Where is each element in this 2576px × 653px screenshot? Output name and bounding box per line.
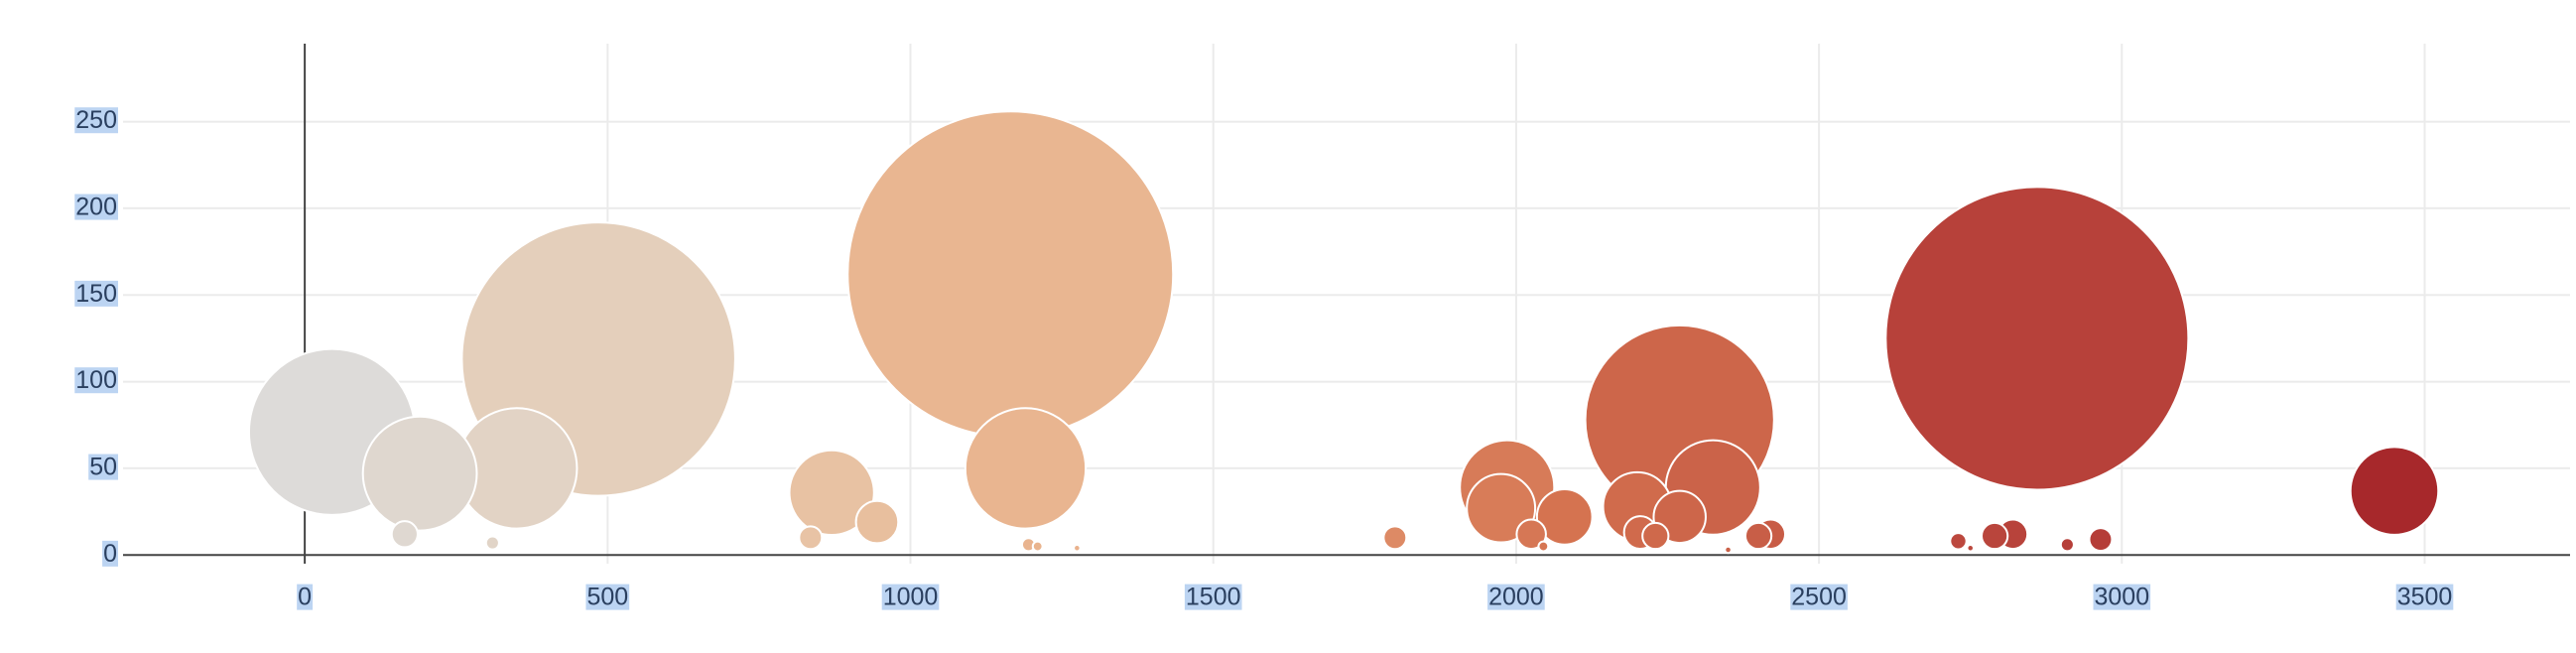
x-tick-label-2000-text: 2000 bbox=[1488, 584, 1544, 611]
y-tick-label-0-highlight bbox=[102, 540, 118, 567]
bubble-point-29[interactable] bbox=[1949, 532, 1968, 551]
bubble-point-18[interactable] bbox=[1535, 487, 1594, 546]
x-tick-label-1500-highlight bbox=[1184, 584, 1242, 610]
x-tick-label-2500-text: 2500 bbox=[1791, 584, 1847, 611]
x-tick-label-1500: 1500 bbox=[1184, 584, 1242, 611]
bubble-point-22[interactable] bbox=[1641, 521, 1670, 551]
y-tick-label-250-highlight bbox=[74, 107, 118, 134]
x-tick-label-3500-highlight bbox=[2395, 584, 2454, 610]
x-tick-label-500-highlight bbox=[585, 584, 630, 610]
y-tick-label-150: 150 bbox=[74, 280, 118, 308]
x-tick-label-0: 0 bbox=[297, 584, 314, 611]
y-tick-label-250-text: 250 bbox=[75, 106, 117, 134]
x-tick-label-2500-highlight bbox=[1790, 584, 1848, 610]
x-tick-label-3000: 3000 bbox=[2093, 584, 2151, 611]
y-tick-label-0: 0 bbox=[102, 540, 118, 568]
x-tick-label-500-text: 500 bbox=[586, 584, 628, 611]
bubble-point-31[interactable] bbox=[1981, 521, 2009, 551]
x-tick-label-0-highlight bbox=[297, 584, 314, 610]
bubble-point-17[interactable] bbox=[1515, 518, 1547, 551]
bubble-point-8[interactable] bbox=[798, 525, 824, 551]
x-tick-label-2000: 2000 bbox=[1487, 584, 1545, 611]
bubble-point-14[interactable] bbox=[1382, 525, 1408, 551]
x-tick-label-1000-highlight bbox=[881, 584, 940, 610]
y-tick-label-50-text: 50 bbox=[89, 454, 117, 481]
bubble-point-10[interactable] bbox=[964, 407, 1088, 530]
x-tick-label-3000-highlight bbox=[2093, 584, 2151, 610]
y-tick-label-150-highlight bbox=[74, 280, 118, 307]
bubble-point-12[interactable] bbox=[1031, 540, 1044, 553]
x-tick-label-1500-text: 1500 bbox=[1186, 584, 1241, 611]
y-tick-label-200-text: 200 bbox=[75, 194, 117, 221]
y-tick-label-100: 100 bbox=[74, 366, 118, 394]
bubble-point-26[interactable] bbox=[1743, 521, 1773, 551]
x-tick-label-0-text: 0 bbox=[298, 584, 312, 611]
bubble-point-35[interactable] bbox=[2088, 527, 2114, 553]
bubble-point-6[interactable] bbox=[788, 449, 875, 537]
bubble-point-33[interactable] bbox=[1884, 186, 2190, 491]
x-tick-label-3000-text: 3000 bbox=[2094, 584, 2149, 611]
bubble-point-13[interactable] bbox=[1073, 544, 1082, 553]
y-tick-label-0-text: 0 bbox=[103, 540, 117, 568]
bubble-point-2[interactable] bbox=[390, 520, 419, 549]
bubble-point-1[interactable] bbox=[361, 415, 478, 532]
x-tick-label-3500: 3500 bbox=[2395, 584, 2454, 611]
bubble-point-28[interactable] bbox=[1724, 545, 1733, 555]
y-tick-label-50: 50 bbox=[88, 454, 118, 481]
x-tick-label-3500-text: 3500 bbox=[2397, 584, 2453, 611]
bubble-point-36[interactable] bbox=[2349, 446, 2440, 536]
x-tick-label-2000-highlight bbox=[1487, 584, 1545, 610]
x-tick-label-2500: 2500 bbox=[1790, 584, 1848, 611]
bubble-point-34[interactable] bbox=[2059, 537, 2075, 553]
y-tick-label-150-text: 150 bbox=[75, 280, 117, 308]
bubble-point-4[interactable] bbox=[484, 535, 500, 551]
y-tick-label-200-highlight bbox=[74, 194, 118, 220]
tick-label-layer: 0 500 1000 1500 2000 2500 3000 3500 0 50 100 150 200… bbox=[74, 106, 2454, 611]
y-tick-label-50-highlight bbox=[88, 454, 118, 480]
bubble-point-30[interactable] bbox=[1966, 544, 1975, 553]
y-tick-label-100-highlight bbox=[74, 367, 118, 394]
bubble-point-19[interactable] bbox=[1537, 540, 1550, 553]
y-tick-label-250: 250 bbox=[74, 106, 118, 134]
bubble-layer bbox=[247, 110, 2440, 555]
x-tick-label-500: 500 bbox=[585, 584, 630, 611]
x-tick-label-1000: 1000 bbox=[881, 584, 940, 611]
y-tick-label-100-text: 100 bbox=[75, 366, 117, 394]
y-tick-label-200: 200 bbox=[74, 194, 118, 221]
bubble-point-7[interactable] bbox=[854, 499, 900, 545]
x-tick-label-1000-text: 1000 bbox=[883, 584, 939, 611]
bubble-point-9[interactable] bbox=[846, 110, 1175, 439]
bubble-point-16[interactable] bbox=[1466, 472, 1537, 544]
